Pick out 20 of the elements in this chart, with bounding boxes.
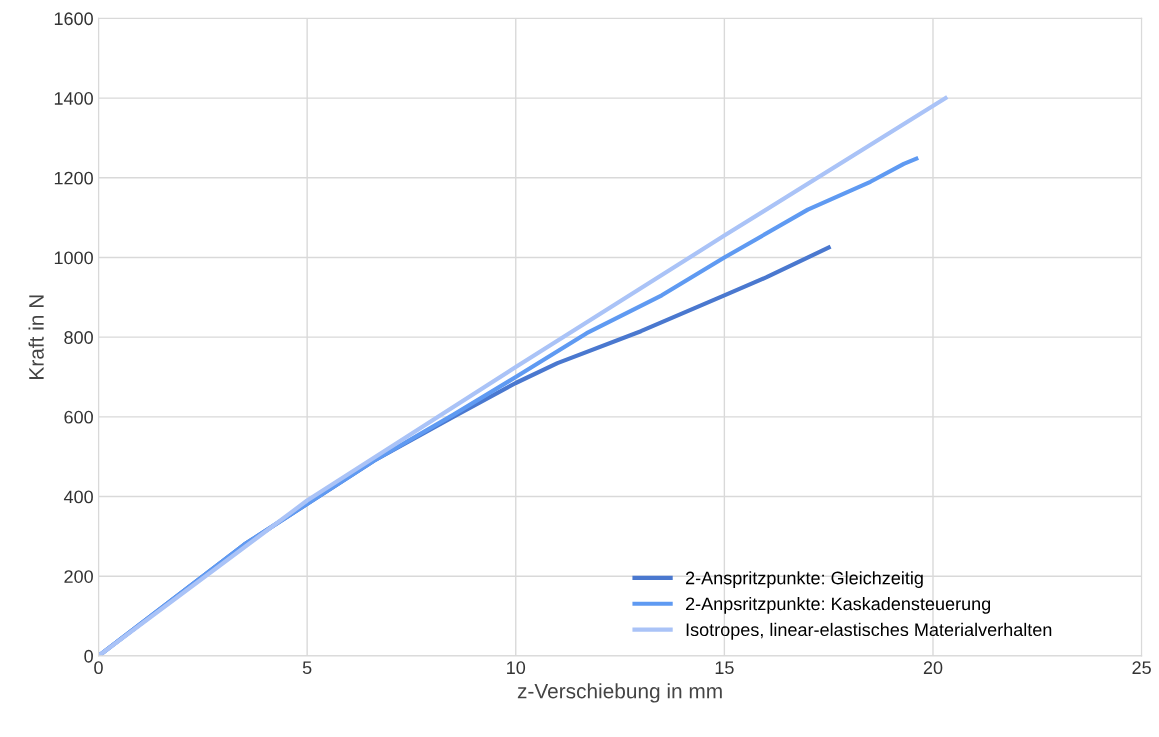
y-tick-label: 1000: [54, 251, 93, 265]
y-tick-label: 200: [64, 570, 93, 583]
x-tick-label: 5: [302, 661, 312, 675]
x-tick-label: 25: [1132, 661, 1151, 675]
x-tick-label: 20: [923, 661, 943, 675]
x-tick-label: 0: [94, 661, 103, 675]
y-tick-label: 1200: [54, 171, 93, 185]
y-tick-label: 1400: [54, 92, 93, 105]
y-tick-label: 0: [84, 649, 93, 663]
y-tick-label: 1600: [54, 12, 93, 26]
x-tick-label: 15: [715, 661, 734, 675]
y-axis-title: Kraft in N: [28, 295, 44, 379]
y-tick-label: 600: [64, 410, 93, 424]
x-axis-title: z-Verschiebung in mm: [517, 683, 722, 703]
x-tick-label: 10: [507, 661, 526, 675]
y-tick-label: 800: [64, 331, 93, 344]
legend-label: Isotropes, linear-elastisches Materialverhalten: [686, 622, 1052, 640]
legend-label: 2-Anspritzpunkte: Gleichzeitig: [685, 571, 923, 588]
y-tick-label: 400: [63, 490, 93, 504]
legend-label: 2-Anpsritzpunkte: Kaskadensteuerung: [685, 596, 991, 614]
